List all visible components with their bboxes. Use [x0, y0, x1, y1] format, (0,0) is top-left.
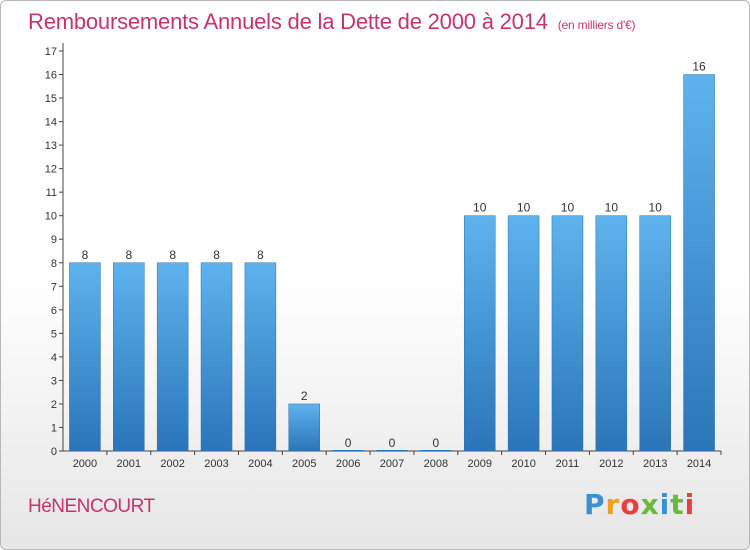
- y-tick-label: 16: [45, 70, 57, 82]
- x-tick-label: 2006: [336, 458, 360, 470]
- data-label: 10: [517, 201, 531, 215]
- bar: [113, 262, 145, 452]
- y-tick-label: 11: [46, 187, 57, 199]
- data-label: 0: [345, 436, 352, 450]
- logo-letter: x: [640, 488, 660, 521]
- logo-letter: P: [584, 488, 606, 521]
- bar: [69, 262, 101, 452]
- bar: [507, 215, 540, 452]
- y-tick-label: 1: [51, 422, 57, 434]
- logo-letter: i: [684, 488, 696, 521]
- bars: [69, 74, 715, 452]
- y-tick-label: 4: [51, 352, 57, 364]
- data-label: 10: [473, 201, 487, 215]
- chart-title-text: Remboursements Annuels de la Dette de 20…: [28, 9, 548, 34]
- data-label: 0: [433, 436, 440, 450]
- x-tick-label: 2011: [556, 458, 580, 470]
- bar: [595, 215, 628, 452]
- y-tick-label: 10: [45, 211, 57, 223]
- data-label: 8: [257, 248, 264, 262]
- x-tick-label: 2004: [248, 458, 272, 470]
- commune-name: HéNENCOURT: [28, 496, 155, 517]
- data-label: 10: [649, 201, 663, 215]
- y-tick-label: 12: [45, 164, 57, 176]
- y-tick-label: 2: [51, 399, 57, 411]
- y-tick-label: 9: [51, 234, 57, 246]
- x-tick-label: 2000: [73, 458, 97, 470]
- bar: [244, 262, 277, 452]
- x-tick-label: 2010: [511, 458, 535, 470]
- value-labels: 8 8 8 8 8 2 0 0 0 10 10 10 10 10 16: [82, 60, 706, 450]
- data-label: 0: [389, 436, 396, 450]
- data-label: 8: [82, 248, 89, 262]
- data-label: 10: [605, 201, 619, 215]
- x-tick-label: 2001: [117, 458, 141, 470]
- chart-title: Remboursements Annuels de la Dette de 20…: [28, 9, 636, 35]
- data-label: 8: [125, 248, 132, 262]
- y-tick-label: 6: [51, 305, 57, 317]
- chart-unit: (en milliers d'€): [557, 18, 636, 32]
- data-label: 2: [301, 389, 308, 403]
- bar: [551, 215, 584, 452]
- y-tick-label: 14: [45, 117, 57, 129]
- bar: [288, 403, 321, 452]
- y-tick-label: 5: [51, 328, 57, 340]
- x-tick-label: 2012: [599, 458, 623, 470]
- bar: [639, 215, 671, 452]
- x-tick-label: 2002: [160, 458, 184, 470]
- x-tick-label: 2009: [467, 458, 491, 470]
- x-tick-label: 2005: [292, 458, 316, 470]
- proxiti-logo: Proxiti: [584, 488, 695, 521]
- logo-letter: r: [605, 488, 621, 521]
- bar: [156, 262, 189, 452]
- x-tick-label: 2013: [643, 458, 667, 470]
- y-tick-label: 13: [45, 140, 57, 152]
- x-tick-label: 2008: [424, 458, 448, 470]
- x-tick-label: 2014: [687, 458, 711, 470]
- logo-letter: i: [659, 488, 671, 521]
- data-label: 16: [692, 60, 706, 74]
- y-tick-label: 0: [51, 446, 57, 458]
- y-tick-label: 3: [51, 375, 57, 387]
- x-tick-label: 2007: [380, 458, 404, 470]
- data-label: 8: [169, 248, 176, 262]
- y-tick-label: 15: [45, 93, 57, 105]
- data-label: 8: [213, 248, 220, 262]
- logo-letter: t: [670, 488, 685, 521]
- bar: [463, 215, 496, 452]
- logo-letter: o: [620, 488, 641, 521]
- y-tick-label: 8: [51, 258, 57, 270]
- data-label: 10: [561, 201, 575, 215]
- x-tick-label: 2003: [204, 458, 228, 470]
- bar: [200, 262, 233, 452]
- y-tick-label: 7: [51, 281, 57, 293]
- y-tick-label: 17: [45, 46, 57, 58]
- bar: [683, 74, 715, 452]
